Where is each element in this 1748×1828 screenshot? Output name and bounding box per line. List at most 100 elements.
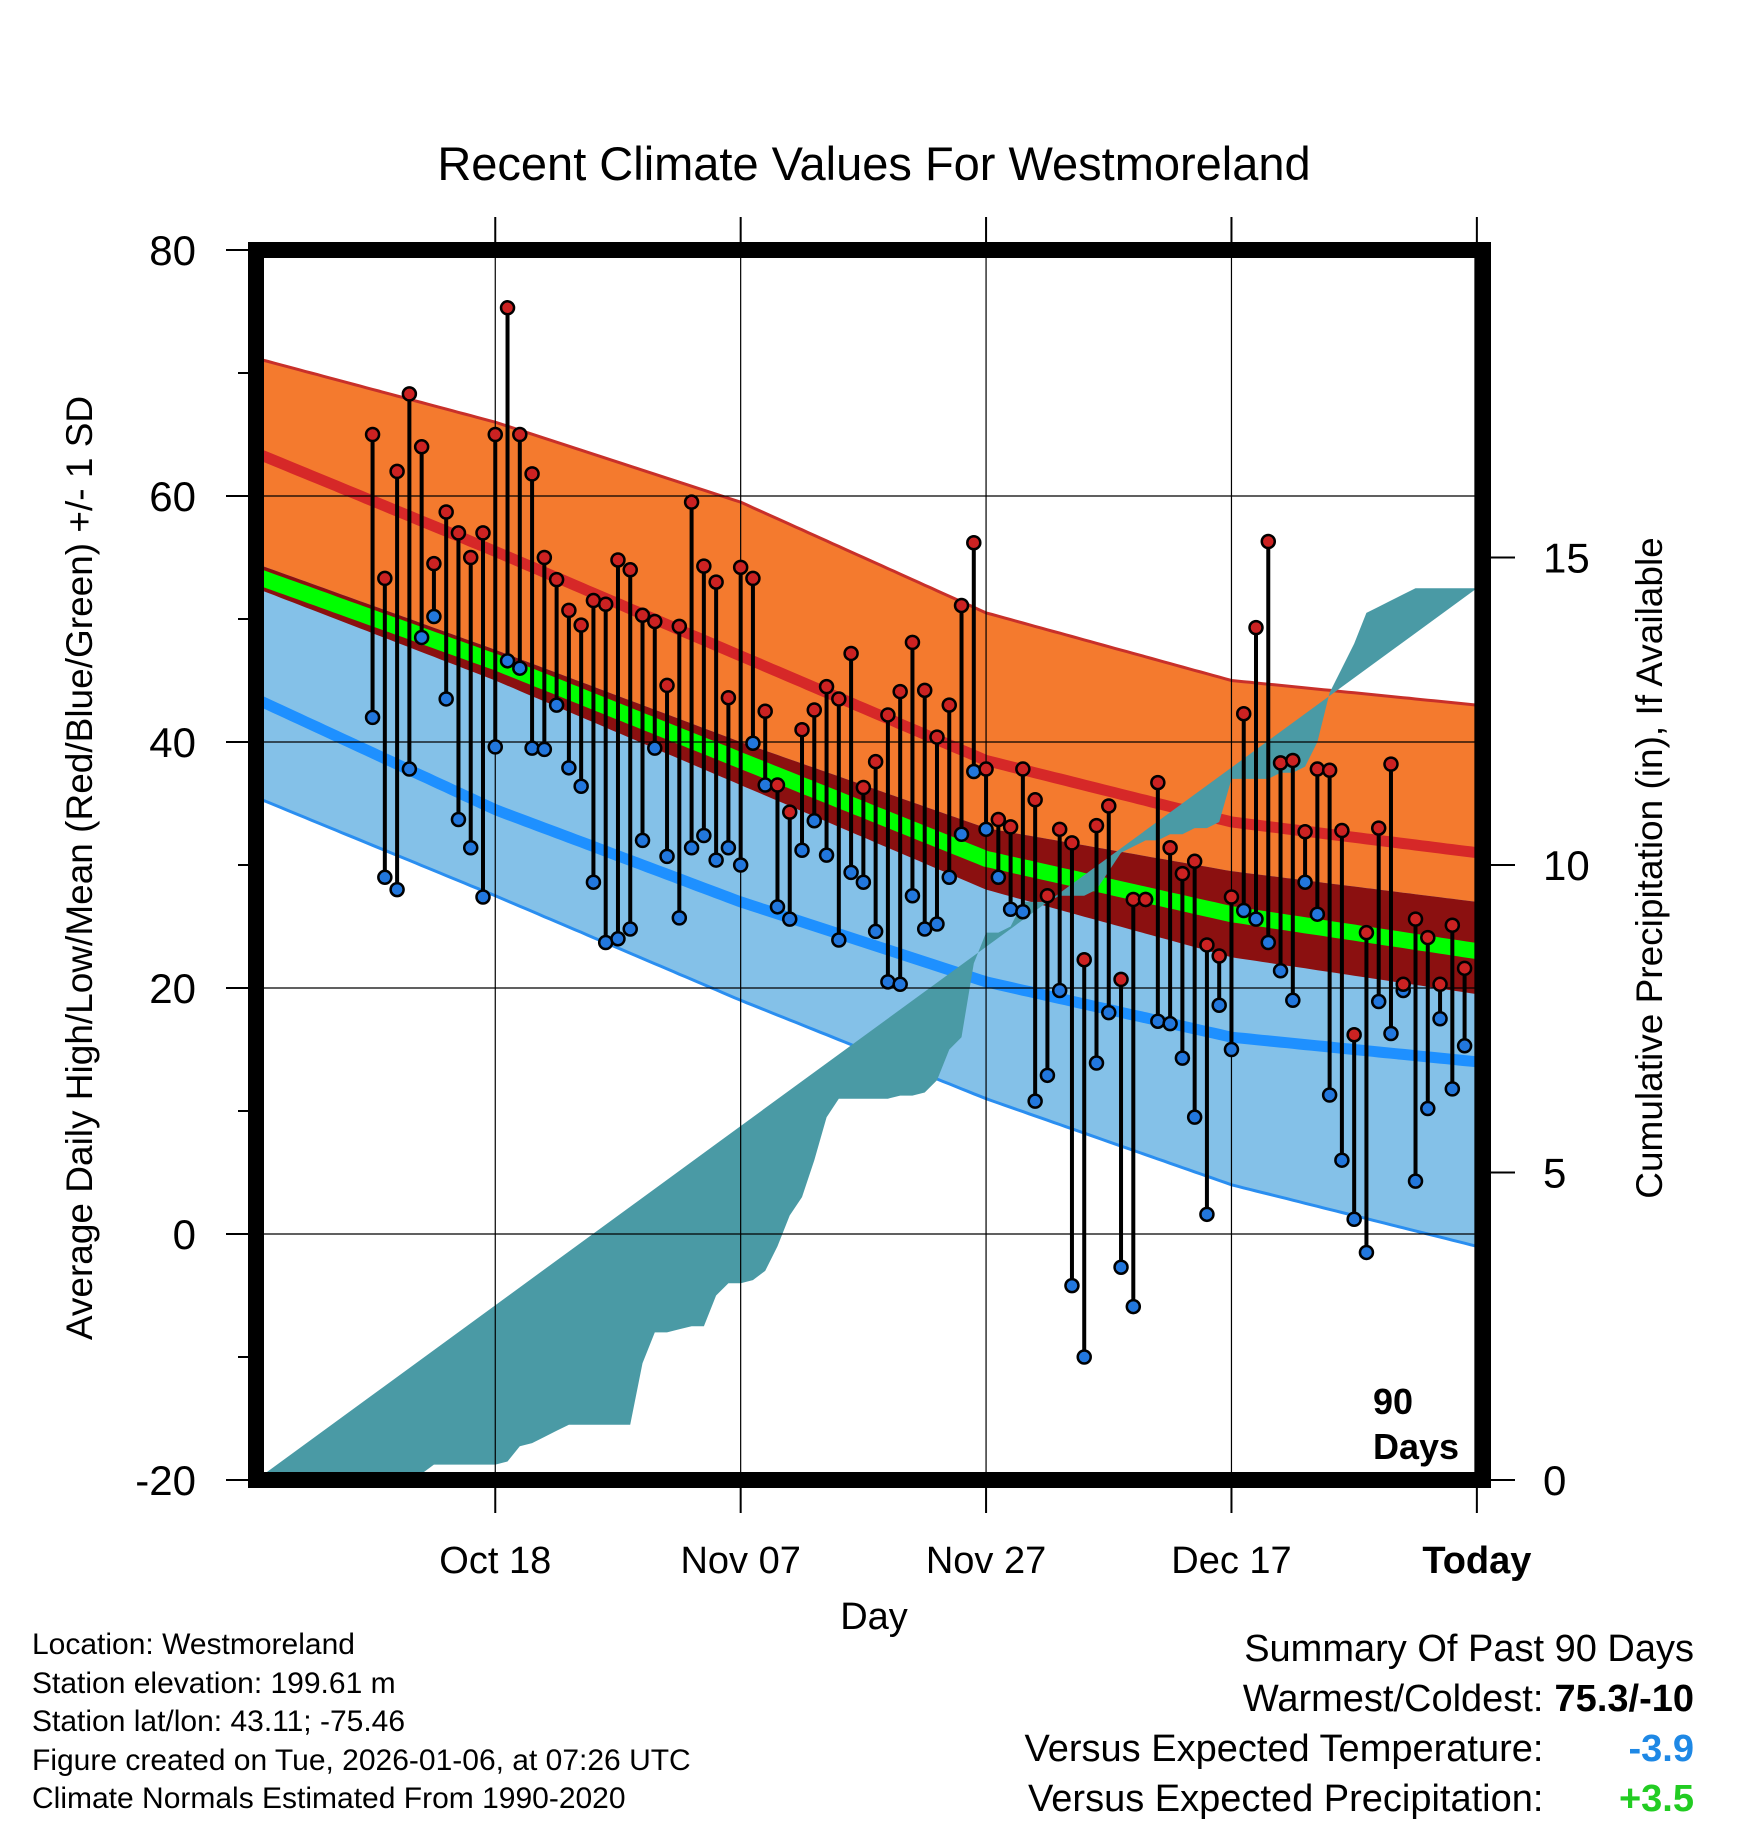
daily-high-point — [659, 677, 675, 694]
daily-low-point — [585, 874, 602, 890]
daily-high-point — [720, 689, 737, 706]
daily-high-point — [426, 555, 442, 572]
daily-high-point — [1162, 840, 1178, 856]
daily-high-point — [1015, 761, 1031, 777]
y-tick-label: 20 — [149, 965, 196, 1012]
daily-low-point — [769, 899, 786, 915]
daily-low-point — [659, 848, 675, 865]
daily-high-point — [1150, 774, 1166, 791]
y-tick-label: 40 — [149, 719, 196, 766]
daily-high-point — [1260, 533, 1277, 550]
daily-low-point — [1358, 1244, 1375, 1261]
daily-high-point — [536, 549, 553, 566]
summary-extremes: Warmest/Coldest: 75.3/-10 — [1025, 1674, 1694, 1724]
daily-low-point — [1211, 997, 1227, 1013]
daily-high-point — [438, 504, 454, 520]
temp-anomaly-value: -3.9 — [1628, 1728, 1694, 1770]
extremes-label: Warmest/Coldest: — [1242, 1678, 1544, 1720]
daily-low-point — [1186, 1109, 1203, 1125]
daily-high-point — [1456, 960, 1473, 977]
daily-low-point — [781, 911, 798, 927]
station-info: Location: Westmoreland Station elevation… — [32, 1626, 691, 1819]
daily-high-point — [1370, 820, 1387, 836]
daily-low-point — [1407, 1173, 1424, 1189]
y2-tick-label: 10 — [1543, 842, 1590, 889]
daily-low-point — [941, 869, 958, 886]
daily-low-point — [1101, 1004, 1117, 1021]
daily-high-point — [1346, 1026, 1362, 1043]
daily-high-point — [1027, 792, 1043, 808]
daily-high-point — [389, 463, 405, 480]
extremes-value: 75.3/-10 — [1554, 1678, 1694, 1720]
daily-low-point — [966, 763, 982, 780]
daily-high-point — [1444, 917, 1461, 934]
daily-low-point — [1420, 1100, 1436, 1117]
daily-high-point — [1309, 761, 1326, 777]
chart-title: Recent Climate Values For Westmoreland — [437, 137, 1310, 190]
y-tick-label: 80 — [149, 227, 196, 274]
daily-low-point — [1309, 906, 1326, 922]
daily-low-point — [1088, 1055, 1105, 1071]
y2-tick-label: 0 — [1543, 1457, 1566, 1504]
daily-high-point — [1420, 929, 1436, 946]
daily-low-point — [806, 812, 823, 829]
daily-low-point — [1199, 1206, 1215, 1223]
summary-panel: Summary Of Past 90 Days Warmest/Coldest:… — [1025, 1624, 1694, 1824]
daily-high-point — [818, 678, 835, 695]
daily-low-point — [512, 660, 528, 676]
daily-low-point — [1113, 1259, 1129, 1275]
normals-period: Climate Normals Estimated From 1990-2020 — [32, 1782, 626, 1815]
daily-high-point — [1321, 762, 1338, 779]
daily-high-point — [708, 574, 724, 590]
daily-low-point — [1444, 1081, 1461, 1097]
daily-high-point — [831, 691, 847, 707]
daily-low-point — [1456, 1038, 1473, 1054]
daily-low-point — [647, 740, 663, 756]
daily-high-point — [548, 571, 565, 588]
daily-low-point — [794, 842, 810, 858]
daily-high-point — [757, 703, 773, 719]
daily-low-point — [696, 827, 712, 844]
y-tick-label: 60 — [149, 473, 196, 520]
daily-high-point — [512, 426, 528, 443]
daily-high-point — [745, 570, 761, 587]
station-elevation: Station elevation: 199.61 m — [32, 1666, 396, 1700]
daily-low-point — [1064, 1277, 1080, 1294]
daily-high-point — [1051, 821, 1068, 838]
daily-high-point — [487, 426, 504, 443]
daily-high-point — [855, 779, 872, 796]
daily-high-point — [1174, 865, 1191, 882]
plot-area — [256, 250, 1483, 1480]
daily-high-point — [1272, 755, 1289, 771]
daily-low-point — [597, 934, 614, 951]
daily-low-point — [929, 916, 945, 932]
daily-high-point — [953, 597, 970, 614]
daily-high-point — [1395, 976, 1411, 993]
today-marker-label-unit: Days — [1373, 1426, 1459, 1467]
daily-low-point — [953, 826, 970, 842]
figure-created: Figure created on Tue, 2026-01-06, at 07… — [32, 1743, 691, 1777]
daily-high-point — [1334, 822, 1350, 839]
daily-low-point — [1285, 992, 1301, 1009]
daily-high-point — [806, 702, 823, 718]
y2-axis-label: Cumulative Precipitation (in), If Availa… — [1629, 537, 1670, 1199]
daily-high-point — [966, 534, 982, 551]
low-sd-band — [256, 563, 1483, 1248]
x-tick-label: Nov 07 — [680, 1540, 800, 1582]
daily-high-point — [1101, 798, 1117, 814]
daily-low-point — [1297, 874, 1313, 890]
daily-high-point — [1383, 756, 1399, 772]
daily-low-point — [634, 832, 651, 849]
daily-high-point — [597, 596, 614, 612]
y-axis-label: Average Daily High/Low/Mean (Red/Blue/Gr… — [59, 396, 100, 1340]
daily-low-point — [1223, 1041, 1240, 1058]
daily-low-point — [880, 974, 896, 990]
daily-low-point — [573, 778, 589, 795]
daily-high-point — [769, 777, 786, 793]
daily-high-point — [647, 613, 663, 630]
summary-title: Summary Of Past 90 Days — [1244, 1628, 1694, 1670]
daily-high-point — [929, 729, 945, 745]
daily-high-point — [843, 645, 859, 662]
daily-high-point — [1076, 951, 1092, 968]
daily-high-point — [1186, 853, 1203, 870]
